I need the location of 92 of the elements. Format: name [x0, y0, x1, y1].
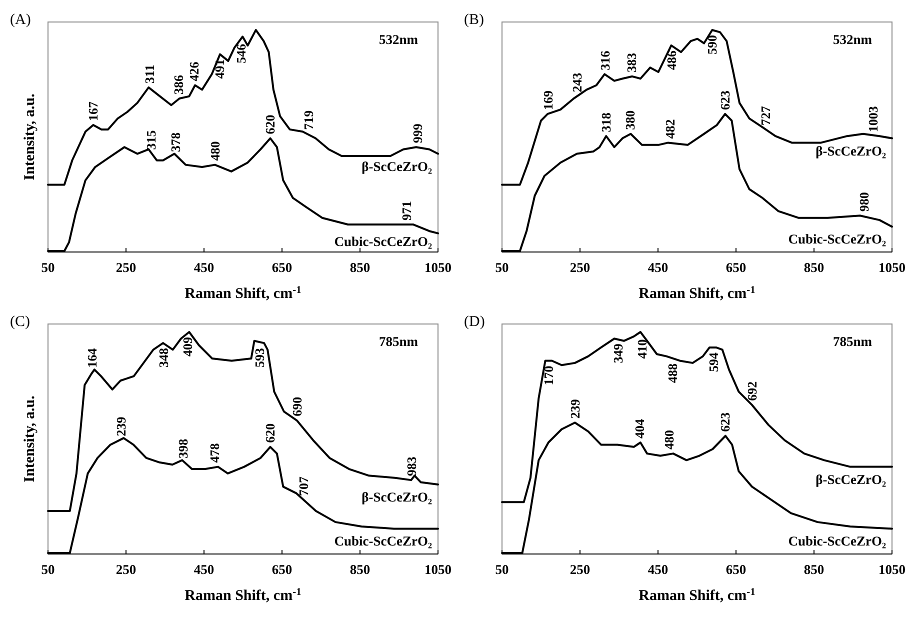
annotation: 316: [598, 50, 613, 70]
series-label: β-ScCeZrO₂: [362, 489, 432, 504]
x-tick-label: 50: [495, 260, 509, 275]
annotation: 164: [84, 348, 100, 368]
annotation: 167: [86, 101, 101, 122]
annotation: 1003: [866, 106, 881, 132]
annotation: 315: [143, 130, 158, 150]
x-tick-label: 250: [116, 260, 136, 275]
x-axis-title: Raman Shift, cm$^{-1}$: [184, 586, 302, 604]
annotation: 620: [262, 423, 278, 443]
annotation: 980: [856, 192, 872, 212]
annotation: 311: [142, 64, 157, 84]
annotation: 546: [233, 43, 248, 64]
annotation: 719: [300, 110, 316, 130]
x-tick-label: 250: [570, 562, 590, 577]
x-tick-label: 250: [570, 260, 590, 275]
x-tick-label: 650: [726, 260, 746, 275]
x-tick-label: 450: [194, 562, 214, 577]
series-label: β-ScCeZrO₂: [816, 472, 886, 487]
y-axis-title: Intensity, a.u.: [22, 93, 38, 180]
chart-title: (C): [10, 314, 30, 330]
annotation: 404: [632, 418, 648, 438]
annotation: 480: [662, 430, 677, 450]
series-label: β-ScCeZrO₂: [362, 158, 432, 174]
x-axis-title: Raman Shift, cm$^{-1}$: [638, 284, 756, 302]
x-tick-label: 450: [648, 260, 668, 275]
chart-title: (D): [464, 314, 485, 330]
chart-title: (B): [464, 12, 484, 28]
annotation: 532nm: [378, 32, 419, 47]
annotation: 410: [634, 339, 650, 359]
x-tick-label: 1050: [878, 562, 906, 577]
annotation: 239: [114, 416, 129, 436]
x-tick-label: 650: [272, 260, 292, 275]
annotation: 348: [156, 348, 172, 368]
annotation: 971: [399, 200, 414, 220]
x-axis-title: Raman Shift, cm$^{-1}$: [638, 586, 756, 604]
annotation: 239: [568, 398, 583, 419]
x-tick-label: 650: [272, 562, 292, 577]
x-tick-label: 850: [804, 260, 824, 275]
series-label: Cubic-ScCeZrO₂: [788, 232, 886, 247]
annotation: 590: [704, 35, 720, 54]
annotation: 349: [610, 343, 626, 364]
annotation: 690: [290, 396, 305, 416]
x-tick-label: 1050: [424, 562, 452, 577]
x-tick-label: 650: [726, 562, 746, 577]
annotation: 623: [717, 412, 732, 432]
annotation: 594: [706, 352, 722, 372]
series-label: Cubic-ScCeZrO₂: [334, 234, 432, 249]
x-tick-label: 1050: [424, 260, 452, 275]
annotation: 707: [296, 476, 312, 496]
series-label: β-ScCeZrO₂: [816, 143, 886, 158]
x-tick-label: 850: [350, 562, 370, 577]
annotation: 623: [717, 90, 732, 110]
x-tick-label: 450: [194, 260, 214, 275]
x-tick-label: 50: [495, 562, 509, 577]
annotation: 593: [252, 348, 267, 368]
annotation: 620: [262, 114, 278, 134]
y-axis-title: Intensity, a.u.: [22, 395, 38, 482]
x-tick-label: 850: [350, 260, 370, 275]
annotation: 482: [662, 119, 678, 139]
x-tick-label: 250: [116, 562, 136, 577]
annotation: 532nm: [832, 32, 873, 47]
annotation: 785nm: [378, 334, 419, 349]
annotation: 380: [622, 110, 638, 130]
annotation: 478: [206, 442, 222, 463]
chart-title: (A): [10, 12, 31, 28]
x-tick-label: 1050: [878, 260, 906, 275]
annotation: 409: [180, 336, 196, 356]
x-tick-label: 50: [41, 260, 55, 275]
x-tick-label: 450: [648, 562, 668, 577]
series-label: Cubic-ScCeZrO₂: [334, 534, 432, 549]
annotation: 999: [410, 123, 426, 144]
annotation: 318: [598, 112, 614, 132]
annotation: 488: [664, 363, 680, 384]
annotation: 378: [168, 132, 183, 152]
annotation: 983: [404, 456, 419, 476]
annotation: 785nm: [832, 334, 873, 349]
x-axis-title: Raman Shift, cm$^{-1}$: [184, 284, 302, 302]
annotation: 426: [186, 61, 202, 82]
annotation: 386: [171, 74, 186, 95]
annotation: 170: [540, 366, 556, 386]
x-tick-label: 50: [41, 562, 55, 577]
annotation: 692: [744, 381, 760, 401]
annotation: 480: [208, 141, 223, 161]
annotation: 398: [176, 438, 191, 458]
annotation: 169: [540, 90, 556, 110]
annotation: 727: [758, 105, 774, 126]
series-label: Cubic-ScCeZrO₂: [788, 534, 886, 549]
x-tick-label: 850: [804, 562, 824, 577]
annotation: 243: [569, 72, 584, 92]
annotation: 383: [624, 52, 639, 72]
annotation: 486: [664, 50, 680, 70]
